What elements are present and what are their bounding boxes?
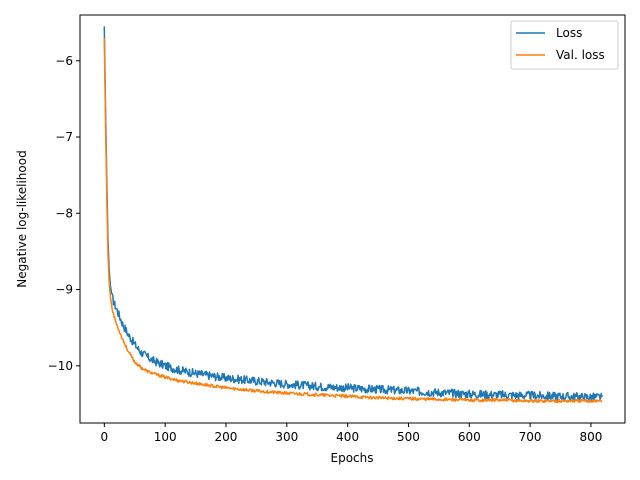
x-tick-label: 100 [154, 430, 177, 444]
y-tick-label: −8 [55, 206, 73, 220]
y-tick-label: −7 [55, 130, 73, 144]
x-tick-label: 800 [579, 430, 602, 444]
plot-lines [103, 26, 603, 404]
series-line-loss [103, 26, 603, 402]
y-tick-label: −9 [55, 283, 73, 297]
legend-label-loss: Loss [556, 26, 582, 40]
x-axis-ticks: 0 100 200 300 400 500 600 700 800 [101, 423, 602, 444]
y-axis-label: Negative log-likelihood [15, 150, 29, 287]
y-tick-label: −10 [48, 359, 73, 373]
x-tick-label: 0 [101, 430, 109, 444]
legend: Loss Val. loss [510, 20, 619, 70]
series-line-val-loss [103, 37, 603, 404]
x-tick-label: 400 [336, 430, 359, 444]
legend-label-val-loss: Val. loss [556, 48, 605, 62]
y-tick-label: −6 [55, 54, 73, 68]
axes-frame [79, 14, 626, 424]
y-axis-ticks: −6 −7 −8 −9 −10 [48, 54, 80, 373]
x-tick-label: 200 [215, 430, 238, 444]
x-tick-label: 500 [397, 430, 420, 444]
x-tick-label: 600 [458, 430, 481, 444]
x-tick-label: 700 [519, 430, 542, 444]
x-axis-label: Epochs [331, 451, 374, 465]
x-tick-label: 300 [275, 430, 298, 444]
